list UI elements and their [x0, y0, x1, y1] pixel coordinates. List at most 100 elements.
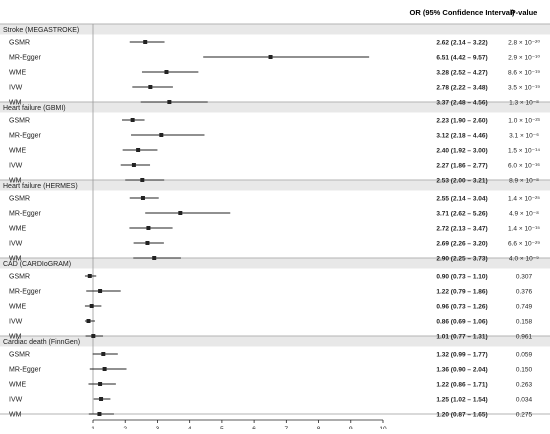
method-label: MR-Egger — [9, 133, 42, 140]
p-value: 0.059 — [516, 352, 533, 359]
or-ci-value: 3.28 (2.52 – 4.27) — [436, 70, 487, 77]
method-label: IVW — [9, 319, 23, 326]
p-value: 2.8 × 10⁻²⁰ — [508, 40, 540, 47]
or-ci-value: 2.23 (1.90 – 2.60) — [436, 118, 487, 125]
point-estimate — [131, 163, 136, 167]
p-value: 6.0 × 10⁻¹⁶ — [508, 163, 540, 170]
point-estimate — [89, 304, 94, 308]
method-label: GSMR — [9, 196, 30, 203]
method-label: GSMR — [9, 40, 30, 47]
method-label: GSMR — [9, 118, 30, 125]
method-label: WM — [9, 412, 22, 419]
p-value: 3.1 × 10⁻⁶ — [509, 133, 539, 140]
method-label: MR-Egger — [9, 55, 42, 62]
point-estimate — [145, 241, 150, 245]
pvalue-column-header: P-value — [511, 8, 538, 17]
or-ci-value: 1.22 (0.79 – 1.86) — [436, 289, 487, 296]
or-ci-value: 1.36 (0.90 – 2.04) — [436, 367, 487, 374]
method-label: WME — [9, 148, 26, 155]
p-value: 0.263 — [516, 382, 533, 389]
group-title: Cardiac death (FinnGen) — [3, 339, 80, 346]
p-value: 1.4 × 10⁻¹⁵ — [508, 226, 540, 233]
or-ci-value: 2.90 (2.25 – 3.73) — [436, 256, 487, 263]
point-estimate — [101, 352, 106, 356]
or-ci-value: 2.72 (2.13 – 3.47) — [436, 226, 487, 233]
group-header-bands — [0, 24, 550, 347]
or-ci-value: 0.90 (0.73 – 1.10) — [436, 274, 487, 281]
point-estimate — [159, 133, 164, 137]
p-value: 0.376 — [516, 289, 533, 296]
point-estimate — [140, 196, 145, 200]
p-value: 0.150 — [516, 367, 533, 374]
point-estimate — [136, 148, 141, 152]
or-ci-value: 2.55 (2.14 – 3.04) — [436, 196, 487, 203]
method-label: IVW — [9, 397, 23, 404]
point-estimate — [98, 382, 103, 386]
or-ci-value: 1.01 (0.77 – 1.31) — [436, 334, 487, 341]
p-value: 0.749 — [516, 304, 533, 311]
group-header-band — [0, 180, 550, 191]
group-header-band — [0, 258, 550, 269]
point-estimate — [99, 397, 104, 401]
p-value: 8.6 × 10⁻¹⁹ — [508, 70, 540, 77]
or-ci-column-header: OR (95% Confidence Interval) — [409, 8, 515, 17]
or-ci-value: 2.27 (1.86 – 2.77) — [436, 163, 487, 170]
x-axis: 12345678910 — [91, 419, 387, 433]
method-label: WM — [9, 100, 22, 107]
or-ci-value: 6.51 (4.42 – 9.57) — [436, 55, 487, 62]
point-estimate — [178, 211, 183, 215]
or-ci-value: 3.37 (2.48 – 4.56) — [436, 100, 487, 107]
or-ci-value: 2.53 (2.00 – 3.21) — [436, 178, 487, 185]
method-label: WME — [9, 382, 26, 389]
method-label: WM — [9, 334, 22, 341]
method-label: IVW — [9, 241, 23, 248]
method-label: IVW — [9, 85, 23, 92]
method-label: MR-Egger — [9, 289, 42, 296]
or-ci-value: 1.20 (0.87 – 1.65) — [436, 412, 487, 419]
or-ci-value: 0.86 (0.69 – 1.06) — [436, 319, 487, 326]
group-header-band — [0, 102, 550, 113]
p-value: 0.307 — [516, 274, 533, 281]
point-estimate — [91, 334, 96, 338]
group-title: CAD (CARDIoGRAM) — [3, 261, 71, 268]
or-ci-value: 0.96 (0.73 – 1.26) — [436, 304, 487, 311]
method-label: WM — [9, 256, 22, 263]
point-estimate — [87, 274, 92, 278]
point-estimate — [97, 412, 102, 416]
group-title: Heart failure (GBMI) — [3, 105, 66, 112]
group-title: Heart failure (HERMES) — [3, 183, 78, 190]
point-estimate — [98, 289, 103, 293]
or-ci-value: 2.78 (2.22 – 3.48) — [436, 85, 487, 92]
forest-rows: Stroke (MEGASTROKE) GSMR 2.62 (2.14 – 3.22… — [3, 27, 541, 419]
p-value: 0.034 — [516, 397, 533, 404]
p-value: 0.961 — [516, 334, 533, 341]
method-label: GSMR — [9, 274, 30, 281]
p-value: 1.3 × 10⁻⁸ — [509, 100, 539, 107]
p-value: 3.5 × 10⁻¹⁹ — [508, 85, 540, 92]
p-value: 4.9 × 10⁻⁸ — [509, 211, 539, 218]
group-separators — [0, 23, 550, 415]
method-label: MR-Egger — [9, 367, 42, 374]
p-value: 2.9 × 10⁻¹⁰ — [508, 55, 540, 62]
point-estimate — [130, 118, 135, 122]
group-header-band — [0, 336, 550, 347]
or-ci-value: 1.25 (1.02 – 1.54) — [436, 397, 487, 404]
point-estimate — [152, 256, 157, 260]
p-value: 8.9 × 10⁻⁸ — [509, 178, 539, 185]
p-value: 6.6 × 10⁻²⁹ — [508, 241, 540, 248]
p-value: 0.158 — [516, 319, 533, 326]
method-label: GSMR — [9, 352, 30, 359]
point-estimate — [167, 100, 172, 104]
point-estimate — [86, 319, 91, 323]
p-value: 4.0 × 10⁻⁹ — [509, 256, 539, 263]
or-ci-value: 2.62 (2.14 – 3.22) — [436, 40, 487, 47]
p-value: 0.275 — [516, 412, 533, 419]
method-label: WME — [9, 304, 26, 311]
point-estimate — [164, 70, 169, 74]
method-label: WME — [9, 226, 26, 233]
method-label: IVW — [9, 163, 23, 170]
p-value: 1.4 × 10⁻²⁵ — [508, 196, 540, 203]
p-value: 1.0 × 10⁻²³ — [508, 118, 540, 125]
point-estimate — [140, 178, 145, 182]
